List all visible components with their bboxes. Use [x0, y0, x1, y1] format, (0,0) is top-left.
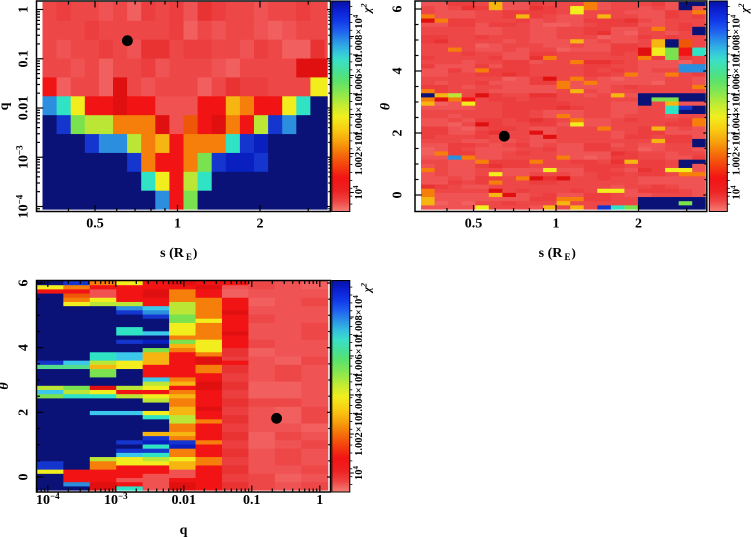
svg-text:2: 2: [391, 130, 406, 137]
svg-text:1.006×104: 1.006×104: [352, 53, 365, 97]
svg-text:1.004×104: 1.004×104: [352, 373, 365, 417]
svg-text:1: 1: [17, 6, 32, 13]
svg-text:E: E: [186, 252, 192, 262]
svg-text:1.008×104: 1.008×104: [352, 14, 365, 58]
svg-text:2: 2: [17, 409, 32, 416]
svg-text:1.006×104: 1.006×104: [729, 53, 742, 97]
svg-text:1: 1: [316, 493, 323, 508]
svg-text:2: 2: [635, 217, 642, 232]
svg-text:10−4: 10−4: [15, 194, 32, 218]
svg-text:10−3: 10−3: [15, 145, 32, 169]
svg-text:s (R: s (R: [539, 246, 564, 261]
svg-text:104: 104: [352, 466, 365, 481]
svg-text:1.002×104: 1.002×104: [729, 131, 742, 175]
svg-text:1.004×104: 1.004×104: [729, 92, 742, 136]
svg-text:1.006×104: 1.006×104: [352, 334, 365, 378]
svg-text:10−4: 10−4: [36, 491, 60, 508]
svg-text:0: 0: [391, 192, 406, 199]
svg-text:104: 104: [729, 185, 742, 200]
svg-text:104: 104: [352, 185, 365, 200]
svg-text:χ2: χ2: [359, 3, 373, 14]
svg-text:0: 0: [17, 474, 32, 481]
svg-text:6: 6: [17, 280, 32, 287]
svg-text:6: 6: [391, 6, 406, 13]
svg-text:1.004×104: 1.004×104: [352, 92, 365, 136]
svg-text:10−3: 10−3: [104, 491, 128, 508]
svg-text:1: 1: [553, 217, 560, 232]
svg-text:): ): [193, 245, 197, 260]
svg-text:q: q: [0, 102, 12, 110]
svg-text:): ): [572, 245, 576, 260]
svg-text:θ: θ: [379, 102, 394, 110]
svg-text:χ2: χ2: [359, 283, 373, 294]
svg-text:0.5: 0.5: [465, 217, 483, 232]
svg-text:θ: θ: [0, 382, 12, 390]
svg-text:1.002×104: 1.002×104: [352, 131, 365, 175]
svg-text:0.5: 0.5: [86, 217, 104, 232]
svg-text:0.01: 0.01: [172, 493, 197, 508]
svg-text:E: E: [565, 252, 571, 262]
svg-text:0.01: 0.01: [17, 96, 32, 121]
svg-text:4: 4: [17, 344, 32, 351]
svg-text:0.1: 0.1: [243, 493, 261, 508]
svg-text:q: q: [180, 523, 188, 537]
svg-text:s (R: s (R: [160, 246, 185, 261]
svg-text:0.1: 0.1: [17, 50, 32, 68]
svg-text:2: 2: [257, 217, 264, 232]
svg-text:1.008×104: 1.008×104: [729, 14, 742, 58]
svg-text:1.002×104: 1.002×104: [352, 412, 365, 456]
svg-text:4: 4: [391, 68, 406, 75]
svg-text:1.008×104: 1.008×104: [352, 295, 365, 339]
svg-text:1: 1: [174, 217, 181, 232]
svg-text:χ2: χ2: [737, 3, 751, 14]
